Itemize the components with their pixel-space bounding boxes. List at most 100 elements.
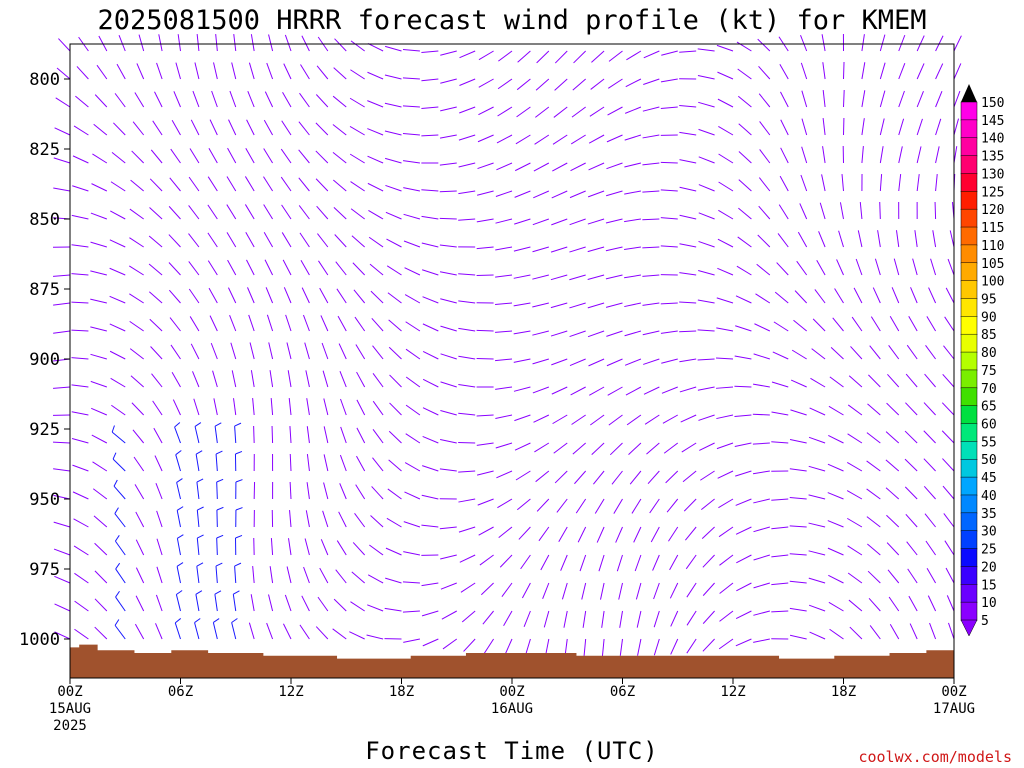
wind-barb-staff [605, 218, 623, 224]
wind-barb-staff [315, 122, 329, 136]
wind-barb-staff [904, 486, 918, 500]
colorbar-swatch [960, 494, 978, 514]
wind-barb-staff [518, 526, 531, 540]
wind-barb-flag [111, 425, 115, 433]
colorbar-bottom-arrow [960, 619, 978, 637]
wind-barb-staff [386, 238, 402, 248]
wind-barb-staff [538, 526, 550, 542]
wind-barb-staff [822, 118, 826, 136]
wind-barb-staff [545, 638, 550, 656]
wind-barb-staff [942, 373, 955, 388]
wind-barb-staff [352, 262, 366, 276]
wind-barb-staff [228, 119, 237, 136]
colorbar-swatch [960, 226, 978, 246]
wind-barb-staff [686, 638, 697, 654]
wind-barb-staff [642, 106, 660, 112]
wind-barb-staff [250, 594, 255, 612]
wind-barb-staff [388, 346, 402, 360]
wind-barb-staff [421, 134, 439, 137]
wind-barb-staff [532, 274, 549, 280]
wind-barb-staff [388, 430, 402, 444]
wind-barb-staff [569, 358, 586, 367]
wind-barb-staff [301, 287, 310, 304]
wind-barb-staff [54, 575, 71, 584]
wind-barb-staff [402, 610, 420, 613]
wind-barb-staff [150, 346, 163, 360]
wind-barb-staff [928, 287, 937, 304]
wind-barb-staff [188, 261, 200, 276]
wind-barb-staff [757, 38, 771, 52]
wind-barb-staff [809, 631, 826, 640]
wind-barb-staff [288, 538, 292, 556]
wind-barb-staff [333, 206, 347, 220]
wind-barb-staff [215, 454, 218, 472]
wind-barb-staff [114, 625, 126, 640]
wind-barb-staff [789, 468, 807, 472]
wind-barb-staff [189, 148, 200, 164]
wind-barb-staff [356, 399, 366, 416]
wind-barb-staff [335, 261, 347, 276]
wind-barb-staff [736, 265, 752, 276]
wind-barb-staff [635, 582, 642, 600]
x-tick-label: 00Z [499, 684, 524, 700]
wind-barb-staff [558, 526, 568, 542]
wind-barb-staff [590, 78, 605, 90]
wind-barb-flag [216, 506, 224, 511]
wind-barb-staff [367, 574, 384, 584]
wind-barb-staff [683, 498, 697, 512]
wind-barb-staff [384, 130, 402, 136]
wind-barb-staff [772, 351, 789, 360]
wind-barb-staff [461, 610, 476, 623]
wind-barb-staff [569, 274, 586, 281]
wind-barb-staff [535, 78, 550, 91]
wind-barb-staff [71, 273, 89, 276]
wind-barb-staff [569, 190, 586, 199]
wind-barb-staff [697, 329, 715, 332]
colorbar-swatch [960, 333, 978, 353]
colorbar-swatch [960, 244, 978, 264]
wind-barb-staff [874, 258, 881, 276]
wind-barb-staff [569, 330, 586, 338]
wind-barb-staff [389, 374, 402, 388]
wind-barb-staff [532, 302, 549, 308]
wind-barb-staff [718, 125, 734, 136]
wind-barb-staff [660, 189, 678, 192]
wind-barb-staff [652, 554, 660, 571]
colorbar-label: 40 [981, 489, 997, 504]
wind-barb-staff [719, 554, 734, 566]
wind-barb-staff [660, 302, 678, 305]
wind-barb-staff [756, 263, 771, 276]
wind-barb-staff [869, 625, 881, 640]
wind-barb-staff [478, 50, 494, 61]
colorbar-swatch [960, 316, 978, 335]
wind-barb-staff [421, 50, 439, 53]
wind-barb-staff [916, 174, 920, 192]
wind-barbs [52, 33, 962, 656]
wind-barb-staff [403, 187, 421, 192]
wind-barb-staff [827, 492, 844, 500]
wind-barb-staff [808, 522, 826, 528]
wind-barb-staff [177, 34, 181, 52]
wind-barb-staff [301, 35, 310, 52]
wind-barb-staff [867, 570, 881, 584]
wind-barb-staff [906, 344, 918, 360]
wind-barb-staff [136, 63, 145, 80]
wind-barb-staff [135, 595, 145, 612]
wind-barb-staff [458, 162, 476, 168]
wind-barb-staff [110, 210, 126, 220]
wind-barb-staff [669, 582, 679, 599]
wind-barb-staff [550, 330, 568, 337]
wind-barb-staff [513, 330, 531, 335]
wind-barb-staff [132, 429, 145, 444]
wind-barb-staff [90, 326, 107, 332]
wind-barb-staff [738, 179, 752, 192]
wind-barb-staff [351, 571, 365, 584]
wind-barb-staff [643, 50, 660, 59]
wind-barb-staff [402, 132, 420, 136]
wind-barb-staff [637, 638, 642, 656]
wind-barb-staff [156, 538, 163, 556]
wind-barb-flag [115, 590, 120, 598]
wind-barb-staff [809, 407, 826, 416]
wind-barb-staff [679, 214, 697, 220]
wind-barb-flag [213, 618, 220, 623]
